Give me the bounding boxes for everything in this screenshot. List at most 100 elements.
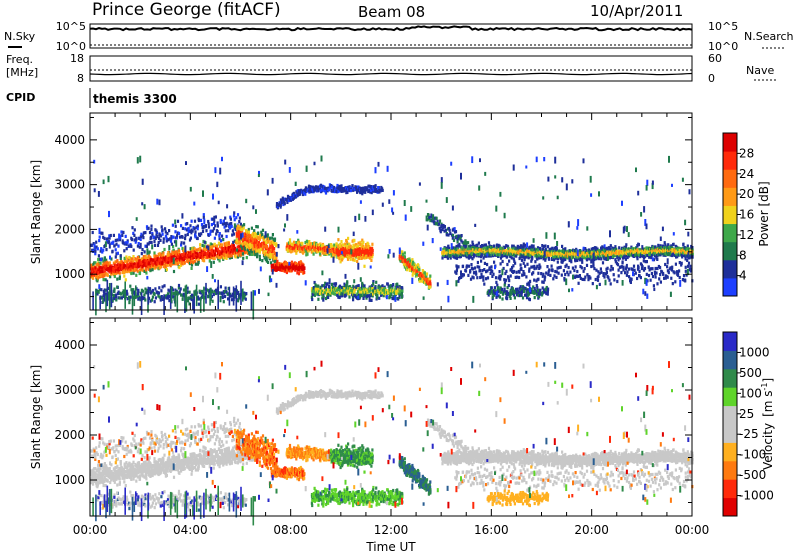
power-cell [413,269,416,273]
power-cell [153,251,156,255]
power-cell [304,186,307,190]
power-cell [227,229,230,233]
power-cell [200,232,203,236]
power-cell [464,245,467,249]
power-cell [357,241,360,245]
power-cell [235,241,238,245]
power-cell [346,242,349,246]
power-cell [523,243,526,247]
power-cell [109,275,112,279]
power-cell [242,248,245,252]
power-cell [148,250,151,254]
power-cell [324,251,328,255]
power-cell [130,238,133,242]
power-cell [99,261,102,265]
power-cell [365,186,368,190]
power-cell [248,246,251,250]
power-cell [401,255,404,259]
power-cell [178,256,181,260]
power-cell [342,249,346,253]
power-cell [530,257,533,261]
power-cell [225,221,228,225]
power-cell [323,291,326,295]
power-cell [439,228,442,232]
power-cell [314,245,318,249]
power-cell [203,250,206,254]
power-cell [466,247,469,251]
power-cell [275,255,278,259]
power-cell [244,237,247,242]
power-cell [129,295,132,299]
power-cell [513,253,516,257]
power-cell [274,259,277,264]
power-cell [214,224,217,228]
power-cell [131,257,134,261]
power-cell [227,248,230,252]
power-cell [100,269,103,273]
power-cell [376,296,379,300]
power-cell [267,260,270,264]
power-cell [292,196,295,200]
power-cell [366,251,369,255]
power-cell [388,296,391,300]
power-cell [116,277,119,281]
power-cell [140,252,143,256]
power-cell [314,283,317,287]
power-cell [338,249,341,253]
power-cell [227,241,230,245]
power-cell [525,255,528,259]
power-cell [141,248,144,252]
power-cell [159,298,162,302]
power-cell [304,241,307,245]
power-cell [144,231,147,235]
power-cell [271,254,275,258]
power-cell [270,248,273,252]
power-cell [301,270,304,274]
power-cell [148,287,152,291]
power-cell [245,245,249,250]
power-cell [385,289,388,293]
power-cell [381,284,384,288]
power-cell [188,251,191,255]
power-cell [135,273,138,277]
power-cell [165,239,168,243]
power-cell [302,251,305,255]
power-cell [419,272,422,276]
power-cell [158,258,161,262]
power-cell [451,233,455,238]
power-cell [546,245,550,249]
power-cell [367,242,370,246]
power-cell [360,253,363,257]
power-cell [237,226,240,230]
power-cell [341,258,344,262]
power-cell [111,250,114,254]
power-cell [365,243,368,247]
power-cell [230,221,233,226]
power-cell [352,243,355,247]
noise-left-tick-bottom: 10^0 [56,40,86,53]
power-cell [128,297,131,301]
power-cell [113,244,116,248]
power-cell [459,237,462,241]
power-cell [503,251,506,256]
power-cell [166,292,170,296]
power-cell [111,269,114,273]
power-cell [289,241,292,245]
power-cell [218,234,221,238]
power-cell [317,297,320,301]
power-cell [290,250,293,254]
power-cell [260,230,263,234]
power-cell [445,233,448,237]
power-cell [367,249,370,253]
power-cell [261,247,264,251]
power-cell [433,222,436,226]
power-cell [382,294,385,298]
power-cell [158,252,161,256]
power-cell [220,291,223,296]
power-cell [128,266,131,270]
power-cell [217,255,220,259]
power-cell [181,226,184,230]
power-cell [151,233,154,237]
power-cell [230,294,233,298]
power-cell [215,232,218,236]
